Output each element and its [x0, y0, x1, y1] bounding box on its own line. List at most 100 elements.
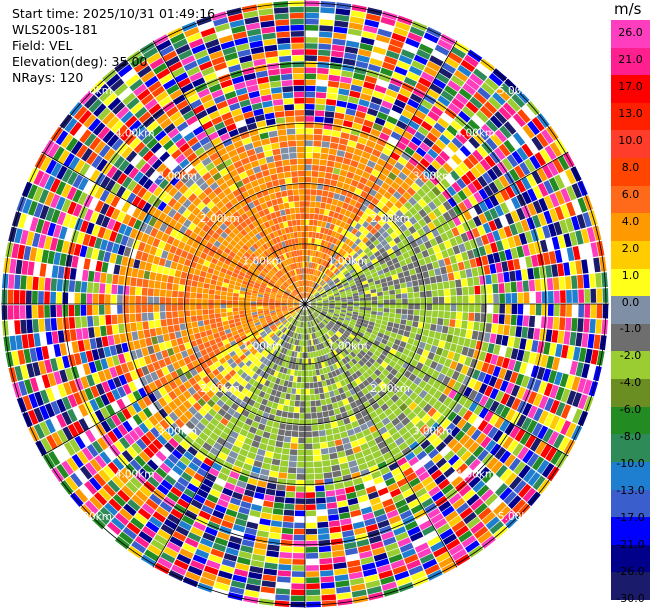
- velocity-gate: [134, 512, 148, 525]
- velocity-gate: [523, 304, 530, 315]
- velocity-gate: [527, 472, 541, 487]
- velocity-gate: [189, 353, 197, 362]
- velocity-gate: [509, 270, 516, 282]
- velocity-gate: [409, 531, 424, 542]
- velocity-gate: [348, 460, 358, 468]
- velocity-gate: [406, 187, 416, 197]
- velocity-gate: [554, 206, 565, 221]
- velocity-gate: [421, 364, 430, 374]
- velocity-gate: [487, 343, 495, 354]
- velocity-gate: [332, 356, 339, 363]
- velocity-gate: [434, 268, 442, 276]
- velocity-gate: [316, 257, 320, 264]
- velocity-gate: [581, 333, 589, 348]
- velocity-gate: [264, 451, 274, 458]
- velocity-gate: [51, 265, 59, 278]
- velocity-gate: [240, 545, 254, 554]
- velocity-gate: [416, 188, 427, 198]
- velocity-gate: [365, 215, 374, 224]
- velocity-gate: [421, 525, 436, 536]
- velocity-gate: [366, 250, 374, 258]
- velocity-gate: [407, 314, 414, 321]
- velocity-gate: [438, 166, 449, 178]
- velocity-gate: [596, 240, 605, 257]
- velocity-gate: [382, 61, 396, 71]
- velocity-gate: [310, 352, 314, 358]
- velocity-gate: [485, 137, 498, 151]
- velocity-gate: [364, 353, 371, 361]
- velocity-gate: [86, 444, 99, 458]
- velocity-gate: [388, 285, 395, 291]
- velocity-gate: [368, 321, 375, 327]
- velocity-gate: [318, 279, 323, 285]
- velocity-gate: [129, 286, 136, 296]
- velocity-gate: [340, 293, 346, 297]
- velocity-gate: [309, 287, 313, 294]
- velocity-gate: [488, 96, 502, 110]
- velocity-gate: [505, 408, 516, 422]
- velocity-gate: [382, 334, 390, 341]
- velocity-gate: [81, 316, 88, 328]
- velocity-gate: [216, 373, 224, 381]
- velocity-gate: [227, 336, 235, 343]
- velocity-gate: [305, 528, 318, 535]
- velocity-gate: [437, 117, 450, 129]
- velocity-gate: [326, 262, 331, 269]
- velocity-gate: [354, 355, 361, 363]
- velocity-gate: [113, 334, 121, 345]
- velocity-gate: [121, 485, 135, 498]
- velocity-gate: [447, 411, 457, 422]
- velocity-gate: [216, 436, 226, 446]
- velocity-gate: [560, 204, 571, 219]
- velocity-gate: [595, 319, 602, 334]
- velocity-gate: [251, 295, 257, 299]
- velocity-gate: [426, 88, 440, 100]
- velocity-gate: [426, 367, 435, 377]
- velocity-gate: [261, 580, 276, 588]
- velocity-gate: [56, 317, 64, 330]
- velocity-gate: [111, 388, 121, 401]
- velocity-gate: [327, 80, 340, 88]
- velocity-gate: [316, 245, 321, 252]
- velocity-gate: [358, 462, 368, 471]
- velocity-gate: [290, 325, 294, 331]
- velocity-gate: [236, 376, 244, 384]
- velocity-gate: [135, 304, 142, 313]
- velocity-gate: [298, 431, 305, 438]
- velocity-gate: [392, 565, 408, 575]
- velocity-gate: [461, 346, 469, 356]
- velocity-gate: [456, 463, 468, 475]
- velocity-gate: [276, 435, 285, 442]
- velocity-gate: [377, 269, 384, 276]
- velocity-gate: [374, 143, 385, 152]
- velocity-gate: [108, 498, 122, 512]
- velocity-gate: [515, 373, 525, 386]
- velocity-gate: [338, 317, 345, 321]
- velocity-gate: [553, 317, 560, 330]
- velocity-gate: [142, 407, 153, 418]
- velocity-gate: [299, 352, 303, 358]
- velocity-gate: [178, 393, 187, 404]
- velocity-gate: [329, 236, 335, 243]
- velocity-gate: [137, 269, 145, 279]
- velocity-gate: [281, 454, 290, 461]
- velocity-gate: [391, 385, 400, 394]
- velocity-gate: [220, 299, 227, 304]
- velocity-gate: [415, 82, 429, 93]
- velocity-gate: [15, 259, 23, 275]
- velocity-gate: [391, 104, 404, 114]
- velocity-gate: [210, 417, 220, 427]
- velocity-gate: [225, 508, 238, 518]
- velocity-gate: [305, 152, 313, 159]
- velocity-gate: [378, 412, 387, 421]
- velocity-gate: [499, 125, 512, 139]
- velocity-gate: [137, 330, 145, 340]
- velocity-gate: [461, 278, 468, 287]
- velocity-gate: [176, 460, 188, 471]
- velocity-gate: [33, 262, 41, 276]
- velocity-gate: [364, 480, 375, 489]
- velocity-gate: [81, 447, 94, 461]
- velocity-gate: [347, 225, 354, 233]
- velocity-gate: [396, 576, 412, 587]
- velocity-gate: [232, 304, 239, 308]
